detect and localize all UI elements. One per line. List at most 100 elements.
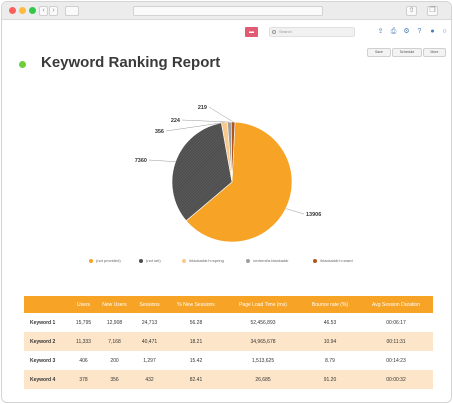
pie-leader-line	[165, 122, 225, 132]
table-cell: 1,513,625	[251, 357, 275, 364]
column-header: Sessions	[132, 296, 167, 313]
legend-swatch	[313, 259, 317, 263]
pie-data-label: 219	[198, 105, 207, 111]
legend-label: /blackaddr.h=spring	[189, 258, 224, 263]
column-header: Avg Session Duration	[359, 296, 433, 313]
table-cell: 7,168	[97, 332, 132, 351]
column-header: Bounce rate (%)	[301, 296, 359, 313]
table-cell: 82.41	[167, 370, 225, 389]
pie-data-label: 356	[155, 129, 164, 135]
notification-icon[interactable]: ○	[442, 28, 447, 35]
table-cell: 00:00:32	[359, 370, 433, 389]
legend-label: (not provided)	[96, 258, 121, 263]
table-cell: 432	[132, 370, 167, 389]
pie-slice	[221, 121, 233, 183]
pie-data-label: 224	[171, 118, 181, 124]
page-title: Keyword Ranking Report	[41, 54, 221, 71]
pie-leader-line	[285, 208, 305, 215]
table-cell: 00:14:23	[386, 357, 406, 364]
schedule-button[interactable]: Schedule	[392, 48, 422, 57]
minimize-window-button[interactable]	[19, 7, 26, 14]
table-header-row: Users New Users Sessions % New Sessions …	[24, 296, 433, 313]
search-input[interactable]: Search	[269, 27, 355, 37]
table-row: Keyword 2 11,333 7,168 40,471 18.21 34,9…	[24, 332, 433, 351]
table-cell: Keyword 1	[30, 319, 56, 326]
export-icon[interactable]: ⇪	[377, 28, 384, 35]
column-header: % New Sessions	[167, 296, 225, 313]
table-cell: 200	[110, 357, 119, 364]
legend-label: /ordrent/a.blackaddr	[253, 258, 289, 263]
table-cell: 8.79	[325, 357, 335, 364]
table-cell: 11,333	[70, 332, 97, 351]
share-icon[interactable]: ⇧	[406, 6, 417, 16]
sidebar-icon[interactable]	[65, 6, 79, 16]
pie-leader-line	[148, 159, 176, 162]
forward-icon[interactable]: ›	[49, 6, 58, 16]
search-icon	[272, 30, 276, 34]
column-header: Users	[70, 296, 97, 313]
more-button[interactable]: More	[423, 48, 446, 57]
legend-swatch	[182, 259, 186, 263]
table-row: Keyword 3 406 200 1,297 15.42 1,513,625 …	[24, 351, 433, 370]
table-cell: 91.20	[301, 370, 359, 389]
table-cell: 34,965,678	[225, 332, 301, 351]
table-cell: 52,456,893	[250, 319, 276, 326]
pie-slice	[230, 121, 236, 183]
close-window-button[interactable]	[9, 7, 16, 14]
table-cell: 46.53	[323, 319, 337, 326]
table-cell: 00:06:17	[386, 319, 406, 326]
pie-slice	[227, 121, 233, 183]
table-row: Keyword 4 378 356 432 82.41 26,685 91.20…	[24, 370, 433, 389]
help-icon[interactable]: ?	[417, 28, 422, 35]
pie-data-label: 7360	[135, 158, 147, 164]
pie-leader-line	[181, 119, 230, 123]
table-cell: 12,908	[106, 319, 123, 326]
save-button[interactable]: Save	[367, 48, 391, 57]
table-cell: Keyword 2	[24, 332, 70, 351]
chart-legend: (not provided) (not set) /blackaddr.h=sp…	[89, 258, 389, 266]
table-cell: 26,685	[225, 370, 301, 389]
browser-chrome: ‹ › ⇧ ❐	[2, 2, 451, 20]
table-cell: 15,795	[75, 319, 92, 326]
print-icon[interactable]: ⎙	[390, 28, 397, 35]
table-cell: 10.94	[301, 332, 359, 351]
table-cell: 356	[97, 370, 132, 389]
table-cell: 406	[79, 357, 88, 364]
table-cell: 18.21	[167, 332, 225, 351]
search-placeholder: Search	[279, 29, 292, 34]
legend-swatch	[139, 259, 143, 263]
pie-data-label: 13906	[306, 212, 321, 218]
table-cell: 1,297	[143, 357, 156, 364]
table-cell: 378	[70, 370, 97, 389]
table-row: Keyword 1 15,795 12,908 24,713 56.28 52,…	[24, 313, 433, 332]
column-header	[24, 296, 70, 313]
keyword-table: Users New Users Sessions % New Sessions …	[24, 296, 433, 389]
schedule-button-label: Schedule	[399, 50, 415, 54]
address-bar[interactable]	[133, 6, 323, 16]
settings-icon[interactable]: ⚙	[403, 28, 410, 35]
table-cell: 24,713	[141, 319, 158, 326]
column-header: Page Load Time (ms)	[225, 296, 301, 313]
tabs-icon[interactable]: ❐	[427, 6, 438, 16]
column-header: New Users	[97, 296, 132, 313]
maximize-window-button[interactable]	[29, 7, 36, 14]
legend-swatch	[246, 259, 250, 263]
legend-swatch	[89, 259, 93, 263]
table-cell: Keyword 3	[30, 357, 56, 364]
table-cell: 00:11:31	[359, 332, 433, 351]
back-icon[interactable]: ‹	[39, 6, 48, 16]
status-indicator	[19, 61, 26, 68]
save-button-label: Save	[375, 50, 383, 54]
table-cell: Keyword 4	[24, 370, 70, 389]
table-cell: 15.42	[189, 357, 203, 364]
table-cell: 56.28	[189, 319, 203, 326]
pie-slice	[185, 121, 293, 243]
app-toolbar: ▬ Search ⇪ ⎙ ⚙ ? ● ○	[2, 21, 451, 43]
legend-label: /blackaddr.h=ward	[320, 258, 353, 263]
pie-slice	[171, 122, 233, 222]
legend-label: (not set)	[146, 258, 161, 263]
user-icon[interactable]: ●	[430, 28, 435, 35]
app-menu-button[interactable]: ▬	[245, 27, 258, 37]
table-cell: 40,471	[132, 332, 167, 351]
